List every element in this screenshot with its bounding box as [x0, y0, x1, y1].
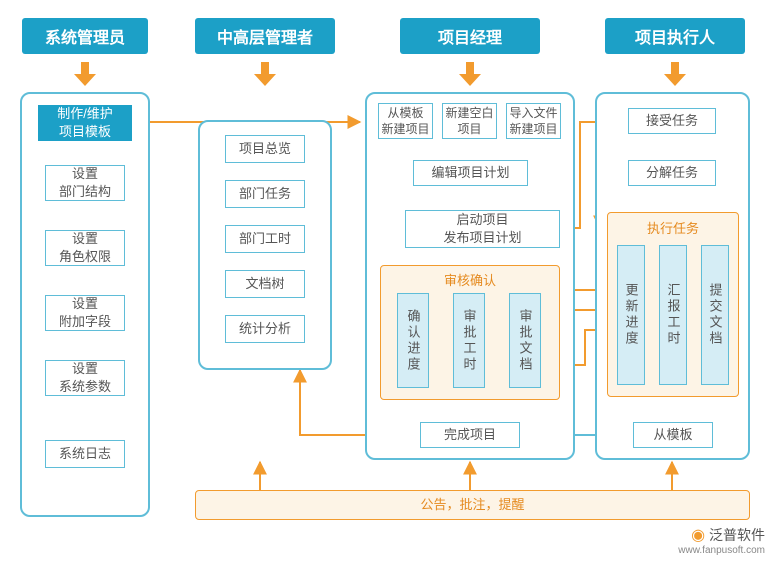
node-dept-structure: 设置 部门结构	[45, 165, 125, 201]
logo: ◉ 泛普软件 www.fanpusoft.com	[635, 525, 765, 556]
node-dept-hours: 部门工时	[225, 225, 305, 253]
node-template-maintain: 制作/维护 项目模板	[38, 105, 132, 141]
node-extra-fields: 设置 附加字段	[45, 295, 125, 331]
node-confirm-progress: 确认进度	[397, 293, 429, 388]
node-project-overview: 项目总览	[225, 135, 305, 163]
role-header-executor: 项目执行人	[605, 18, 745, 54]
node-report-hours: 汇报工时	[659, 245, 687, 385]
node-accept-task: 接受任务	[628, 108, 716, 134]
node-submit-docs: 提交文档	[701, 245, 729, 385]
footer-bar: 公告，批注，提醒	[195, 490, 750, 520]
node-role-permission: 设置 角色权限	[45, 230, 125, 266]
node-from-template: 从模板	[633, 422, 713, 448]
arrow-down-icon	[459, 74, 481, 86]
node-complete: 完成项目	[420, 422, 520, 448]
role-header-pm: 项目经理	[400, 18, 540, 54]
logo-text: 泛普软件	[709, 527, 765, 543]
node-doc-tree: 文档树	[225, 270, 305, 298]
node-stats: 统计分析	[225, 315, 305, 343]
arrow-down-icon	[74, 74, 96, 86]
arrow-down-icon	[664, 74, 686, 86]
logo-url: www.fanpusoft.com	[635, 545, 765, 556]
role-header-admin: 系统管理员	[22, 18, 148, 54]
node-update-progress: 更新进度	[617, 245, 645, 385]
node-dept-tasks: 部门任务	[225, 180, 305, 208]
node-split-task: 分解任务	[628, 160, 716, 186]
node-new-from-template: 从模板 新建项目	[378, 103, 433, 139]
review-title: 审核确认	[380, 270, 560, 289]
node-system-params: 设置 系统参数	[45, 360, 125, 396]
node-new-blank: 新建空白 项目	[442, 103, 497, 139]
arrow-down-icon	[254, 74, 276, 86]
node-system-log: 系统日志	[45, 440, 125, 468]
node-launch: 启动项目 发布项目计划	[405, 210, 560, 248]
exec-title: 执行任务	[607, 218, 739, 237]
node-approve-docs: 审批文档	[509, 293, 541, 388]
node-approve-hours: 审批工时	[453, 293, 485, 388]
node-edit-plan: 编辑项目计划	[413, 160, 528, 186]
node-import-file: 导入文件 新建项目	[506, 103, 561, 139]
role-header-manager: 中高层管理者	[195, 18, 335, 54]
